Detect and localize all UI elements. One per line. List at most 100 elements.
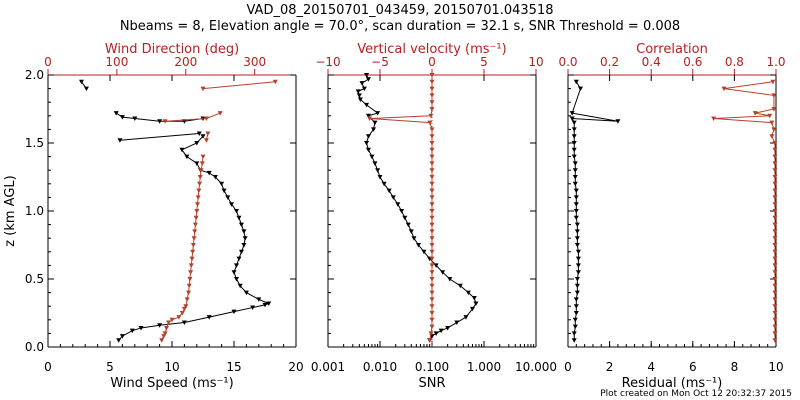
data-point — [200, 134, 206, 139]
panel-3: 0 2 4 6 8 10 0.0 0.2 0.4 0.6 0.8 1.0 Residual (ms⁻¹)… — [558, 42, 785, 391]
data-point — [445, 325, 451, 331]
data-point — [119, 115, 125, 120]
data-point — [184, 297, 190, 302]
series-2 — [117, 131, 202, 143]
data-point — [752, 111, 758, 116]
x2-tick-label: 0.6 — [683, 55, 702, 69]
y-tick-label: 0.5 — [25, 272, 44, 286]
x-tick-label: 8 — [731, 360, 739, 374]
data-point — [256, 297, 262, 302]
data-point — [429, 141, 435, 146]
data-point — [772, 181, 778, 187]
data-point — [191, 236, 197, 241]
data-point — [217, 111, 223, 116]
data-point — [772, 297, 778, 302]
data-point — [372, 120, 378, 126]
data-point — [231, 309, 237, 315]
x-tick-label: 10 — [164, 360, 179, 374]
data-point — [429, 277, 435, 282]
series-line — [119, 132, 200, 141]
data-point — [189, 256, 195, 262]
data-point — [574, 229, 580, 234]
x2-tick-label: 200 — [174, 55, 197, 69]
data-point — [772, 154, 778, 160]
data-point — [429, 263, 435, 268]
data-point — [771, 93, 777, 98]
data-point — [163, 325, 169, 331]
data-point — [369, 154, 375, 160]
data-point — [575, 249, 581, 255]
data-point — [571, 154, 577, 160]
series-1 — [569, 79, 621, 343]
data-point — [447, 277, 453, 282]
data-point — [194, 202, 200, 207]
data-point — [157, 119, 163, 124]
x2-axis-label: Correlation — [636, 42, 708, 57]
data-point — [200, 86, 206, 92]
data-point — [262, 302, 268, 308]
data-point — [429, 168, 435, 173]
x-tick-label: 0.010 — [363, 360, 397, 374]
y-axis-label: z (km AGL) — [3, 175, 18, 246]
data-point — [428, 113, 434, 119]
data-point — [772, 283, 778, 289]
data-point — [162, 331, 168, 336]
x-tick-label: 0.001 — [311, 360, 345, 374]
data-point — [573, 304, 579, 309]
x2-tick-label: 100 — [105, 55, 128, 69]
data-point — [113, 111, 119, 116]
data-point — [571, 338, 577, 343]
data-point — [371, 127, 377, 132]
data-point — [577, 86, 583, 92]
data-point — [188, 263, 194, 268]
data-point — [176, 315, 182, 320]
data-point — [465, 290, 471, 296]
data-point — [772, 209, 778, 214]
x2-tick-label: 1.0 — [766, 55, 785, 69]
data-point — [187, 277, 193, 282]
data-point — [195, 195, 201, 200]
x2-tick-label: 0.8 — [725, 55, 744, 69]
x-tick-label: 1.000 — [467, 360, 501, 374]
data-point — [429, 222, 435, 228]
data-point — [471, 296, 477, 301]
x-tick-label: 2 — [606, 360, 614, 374]
data-point — [363, 102, 369, 108]
data-point — [132, 116, 138, 122]
data-point — [119, 334, 125, 339]
data-point — [571, 331, 577, 336]
x-tick-label: 4 — [647, 360, 655, 374]
data-point — [454, 320, 460, 326]
data-point — [411, 236, 417, 241]
data-point — [772, 188, 778, 194]
data-point — [377, 175, 383, 180]
data-point — [190, 243, 196, 248]
data-point — [203, 138, 209, 143]
data-point — [190, 249, 196, 255]
data-point — [179, 147, 185, 153]
x-tick-label: 10 — [768, 360, 783, 374]
y-tick-label: 1.0 — [25, 204, 44, 218]
data-point — [129, 328, 135, 334]
data-point — [573, 188, 579, 194]
data-point — [575, 270, 581, 275]
data-point — [266, 301, 272, 306]
data-point — [355, 89, 361, 94]
data-point — [429, 93, 435, 98]
data-point — [429, 215, 435, 221]
data-point — [421, 249, 427, 255]
data-point — [574, 277, 580, 282]
data-point — [231, 270, 237, 275]
data-point — [428, 331, 434, 336]
data-point — [429, 161, 435, 166]
data-point — [772, 229, 778, 234]
x2-tick-label: 0.0 — [558, 55, 577, 69]
data-point — [429, 297, 435, 302]
data-point — [429, 270, 435, 275]
data-point — [183, 304, 189, 309]
data-point — [181, 320, 187, 326]
data-point — [772, 338, 778, 343]
data-point — [429, 209, 435, 214]
